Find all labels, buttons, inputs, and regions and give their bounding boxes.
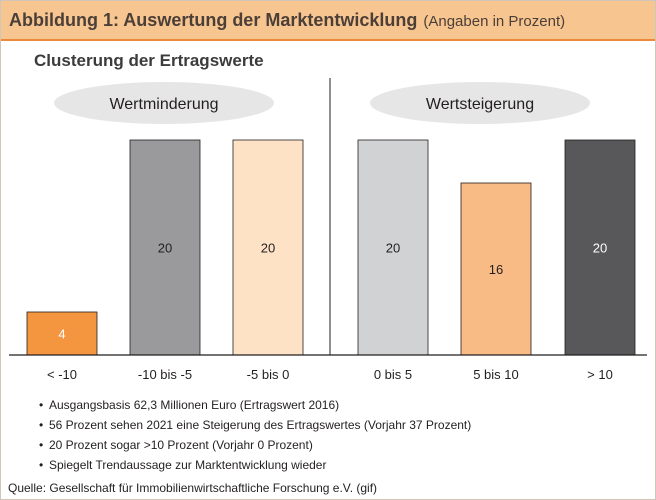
bar bbox=[357, 139, 429, 356]
bar-value-label: 20 bbox=[593, 241, 607, 256]
x-tick-label: 5 bis 10 bbox=[473, 367, 519, 382]
x-tick-label: > 10 bbox=[587, 367, 613, 382]
bar bbox=[232, 139, 304, 356]
bar-value-label: 20 bbox=[158, 241, 172, 256]
x-tick-label: < -10 bbox=[47, 367, 77, 382]
group-label: Wertsteigerung bbox=[426, 96, 534, 113]
bar-value-label: 20 bbox=[261, 241, 275, 256]
x-tick-label: -5 bis 0 bbox=[247, 367, 290, 382]
bar-chart: Wertminderung Wertsteigerung 420 20 201620 … bbox=[9, 78, 647, 382]
notes-list: Ausgangsbasis 62,3 Millionen Euro (Ertra… bbox=[45, 395, 471, 475]
group-label-pill bbox=[370, 82, 590, 124]
source-note: Quelle: Gesellschaft für Immobilienwirts… bbox=[8, 481, 378, 495]
group-labels: Wertminderung Wertsteigerung bbox=[54, 82, 590, 124]
chart-title: Clusterung der Ertragswerte bbox=[34, 51, 264, 70]
group-label: Wertminderung bbox=[109, 96, 218, 113]
bar bbox=[564, 139, 636, 356]
title-line: Abbildung 1: Auswertung der Marktentwick… bbox=[9, 10, 565, 31]
note-item: 56 Prozent sehen 2021 eine Steigerung de… bbox=[45, 415, 471, 435]
note-item: Spiegelt Trendaussage zur Marktentwicklu… bbox=[45, 455, 471, 475]
figure-header: Abbildung 1: Auswertung der Marktentwick… bbox=[1, 1, 655, 41]
bar-value-label: 4 bbox=[58, 327, 65, 342]
bar bbox=[129, 139, 201, 356]
bar-value-label: 16 bbox=[489, 262, 503, 277]
group-label-pill bbox=[54, 82, 274, 124]
note-item: 20 Prozent sogar >10 Prozent (Vorjahr 0 … bbox=[45, 435, 471, 455]
x-tick-label: -10 bis -5 bbox=[138, 367, 192, 382]
figure-title: Abbildung 1: Auswertung der Marktentwick… bbox=[9, 10, 418, 30]
x-tick-labels: < -10 -10 bis -5 -5 bis 0 0 bis 5 5 bis 10 > … bbox=[47, 367, 613, 382]
x-tick-label: 0 bis 5 bbox=[374, 367, 412, 382]
bar bbox=[460, 182, 532, 356]
bar-value-label: 20 bbox=[386, 241, 400, 256]
note-item: Ausgangsbasis 62,3 Millionen Euro (Ertra… bbox=[45, 395, 471, 415]
bars: 4 20 20 20 16 20 bbox=[26, 139, 636, 356]
figure-subtitle: (Angaben in Prozent) bbox=[423, 13, 566, 30]
bar bbox=[26, 311, 98, 356]
